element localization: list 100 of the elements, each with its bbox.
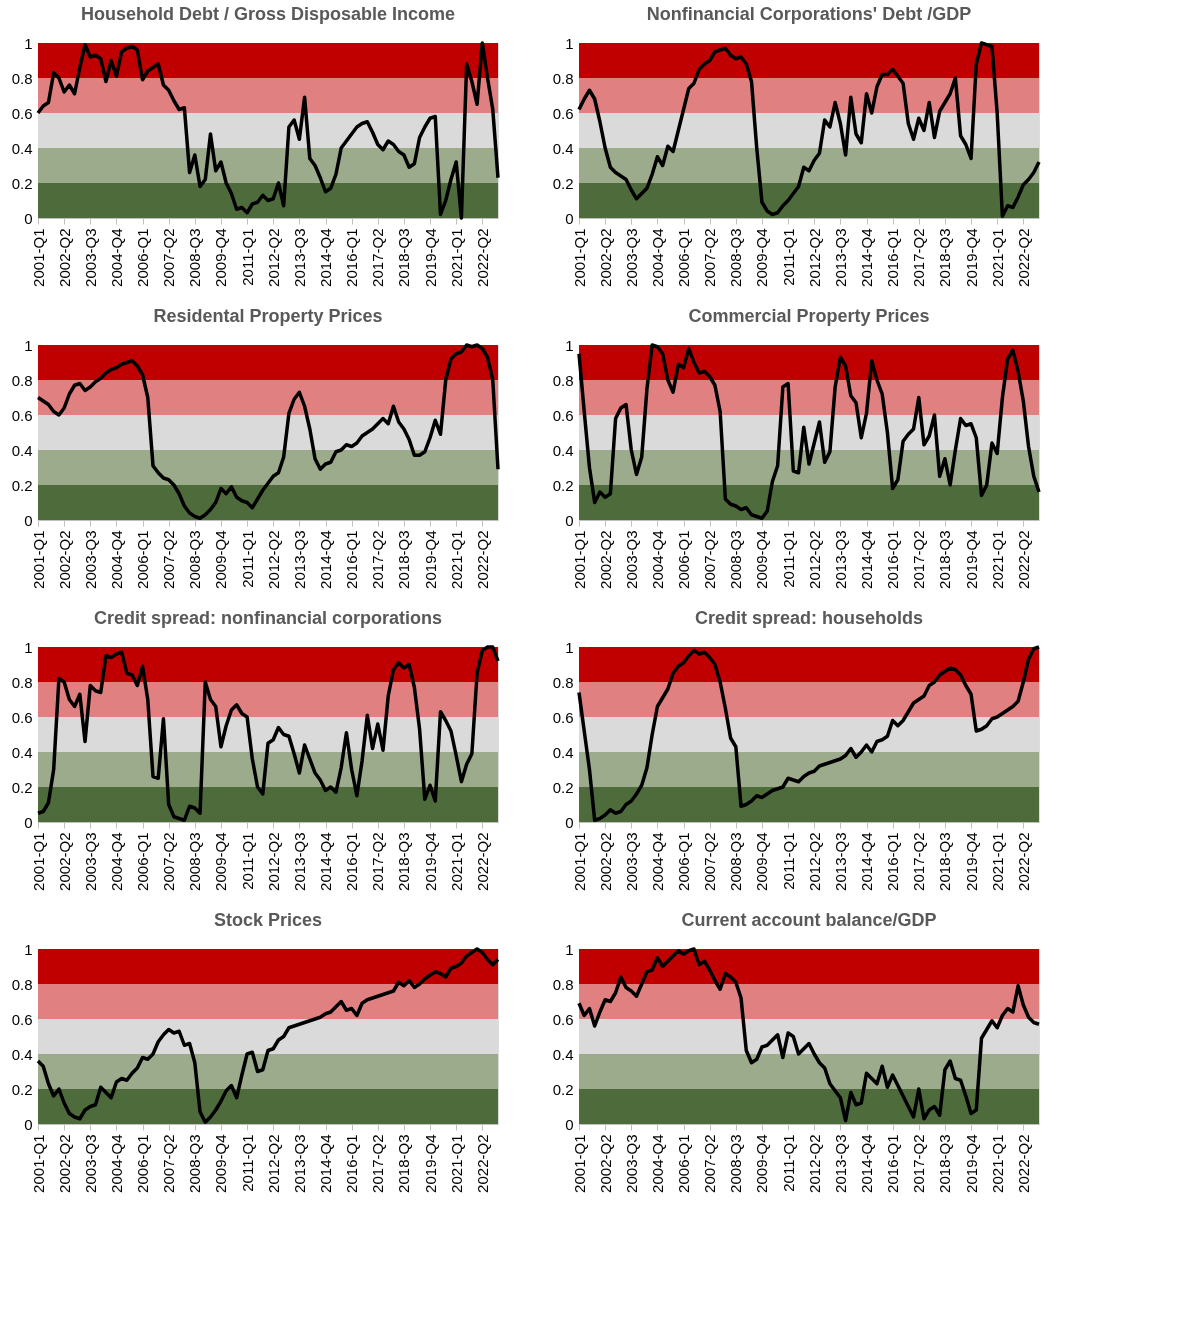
- y-tick-label: 0.2: [11, 476, 33, 494]
- y-tick-label: 0.4: [552, 743, 574, 761]
- y-tick-label: 0.6: [11, 1010, 33, 1028]
- x-tick-label: 2002-Q2: [55, 832, 73, 891]
- y-tick-label: 0.8: [11, 69, 33, 87]
- x-tick-label: 2017-Q2: [369, 1134, 387, 1193]
- x-tick-label: 2009-Q4: [753, 530, 771, 589]
- y-tick-label: 1: [565, 34, 574, 52]
- x-tick-label: 2007-Q2: [160, 228, 178, 287]
- x-tick-label: 2021-Q1: [988, 832, 1006, 891]
- x-tick-label: 2012-Q2: [805, 832, 823, 891]
- x-tick-label: 2016-Q1: [884, 228, 902, 287]
- x-tick-label: 2022-Q2: [1014, 1134, 1032, 1193]
- x-tick-label: 2016-Q1: [884, 1134, 902, 1193]
- x-tick-label: 2001-Q1: [29, 1134, 47, 1193]
- x-tick-label: 2022-Q2: [1014, 228, 1032, 287]
- x-tick-label: 2003-Q3: [81, 1134, 99, 1193]
- x-tick-label: 2014-Q4: [317, 832, 334, 891]
- x-tick-label: 2001-Q1: [570, 228, 588, 287]
- y-tick-label: 0: [565, 511, 574, 529]
- chart-title: Credit spread: nonfinancial corporations: [93, 608, 443, 628]
- x-tick-label: 2019-Q4: [421, 832, 439, 891]
- x-tick-label: 2012-Q2: [805, 228, 823, 287]
- x-tick-label: 2016-Q1: [343, 530, 361, 589]
- x-tick-label: 2007-Q2: [701, 228, 719, 287]
- x-tick-label: 2018-Q3: [936, 228, 954, 287]
- x-tick-label: 2002-Q2: [596, 1134, 614, 1193]
- x-tick-label: 2004-Q4: [648, 832, 666, 891]
- x-tick-label: 2019-Q4: [962, 832, 980, 891]
- x-tick-label: 2008-Q3: [727, 832, 745, 891]
- x-tick-label: 2013-Q3: [831, 530, 849, 589]
- x-tick-label: 2001-Q1: [570, 530, 588, 589]
- x-tick-label: 2021-Q1: [988, 228, 1006, 287]
- x-tick-label: 2001-Q1: [570, 832, 588, 891]
- chart-title: Credit spread: households: [694, 608, 924, 628]
- x-tick-label: 2017-Q2: [910, 530, 928, 589]
- x-tick-label: 2021-Q1: [447, 228, 465, 287]
- y-tick-label: 0.6: [11, 104, 33, 122]
- y-tick-label: 0.8: [552, 975, 574, 993]
- x-tick-label: 2007-Q2: [160, 530, 178, 589]
- x-tick-label: 2008-Q3: [186, 228, 204, 287]
- x-tick-label: 2017-Q2: [910, 832, 928, 891]
- x-tick-label: 2018-Q3: [936, 530, 954, 589]
- y-tick-label: 0.8: [11, 673, 33, 691]
- y-tick-label: 0: [565, 813, 574, 831]
- y-tick-label: 1: [565, 336, 574, 354]
- x-tick-label: 2001-Q1: [29, 530, 47, 589]
- y-tick-label: 0.8: [552, 673, 574, 691]
- x-tick-label: 2019-Q4: [421, 530, 439, 589]
- x-tick-label: 2002-Q2: [55, 530, 73, 589]
- y-tick-label: 0.2: [11, 1080, 33, 1098]
- x-tick-label: 2014-Q4: [858, 1134, 875, 1193]
- x-tick-label: 2022-Q2: [473, 1134, 491, 1193]
- y-tick-label: 0.4: [11, 743, 33, 761]
- x-tick-label: 2021-Q1: [447, 832, 465, 891]
- x-tick-label: 2007-Q2: [701, 530, 719, 589]
- x-tick-label: 2021-Q1: [988, 1134, 1006, 1193]
- y-tick-label: 0.6: [552, 104, 574, 122]
- x-tick-label: 2014-Q4: [858, 228, 875, 287]
- x-tick-label: 2007-Q2: [701, 832, 719, 891]
- x-tick-label: 2016-Q1: [343, 228, 361, 287]
- x-tick-label: 2017-Q2: [369, 530, 387, 589]
- x-tick-label: 2007-Q2: [160, 1134, 178, 1193]
- y-tick-label: 0.4: [552, 441, 574, 459]
- chart-title: Current account balance/GDP: [681, 910, 937, 930]
- x-tick-label: 2022-Q2: [473, 832, 491, 891]
- x-tick-label: 2006-Q1: [134, 228, 152, 287]
- x-tick-label: 2003-Q3: [81, 228, 99, 287]
- x-tick-label: 2018-Q3: [936, 1134, 954, 1193]
- y-tick-label: 0: [565, 1115, 574, 1133]
- y-tick-label: 0.4: [11, 441, 33, 459]
- x-tick-label: 2014-Q4: [317, 1134, 334, 1193]
- y-tick-label: 0.2: [552, 174, 574, 192]
- x-tick-label: 2019-Q4: [421, 1134, 439, 1193]
- x-tick-label: 2012-Q2: [264, 832, 282, 891]
- x-tick-label: 2011-Q1: [238, 1134, 256, 1192]
- x-tick-label: 2008-Q3: [727, 228, 745, 287]
- x-tick-label: 2011-Q1: [779, 832, 797, 890]
- y-tick-label: 1: [565, 638, 574, 656]
- y-tick-label: 0.6: [552, 708, 574, 726]
- x-tick-label: 2012-Q2: [264, 228, 282, 287]
- x-tick-label: 2004-Q4: [648, 530, 666, 589]
- y-tick-label: 0.4: [552, 1045, 574, 1063]
- y-tick-label: 0.8: [11, 975, 33, 993]
- x-tick-label: 2008-Q3: [186, 530, 204, 589]
- y-tick-label: 1: [24, 336, 33, 354]
- x-tick-label: 2013-Q3: [290, 832, 308, 891]
- y-tick-label: 0.4: [552, 139, 574, 157]
- x-tick-label: 2013-Q3: [290, 530, 308, 589]
- x-tick-label: 2011-Q1: [238, 832, 256, 890]
- x-tick-label: 2012-Q2: [264, 1134, 282, 1193]
- x-tick-label: 2003-Q3: [81, 832, 99, 891]
- x-tick-label: 2018-Q3: [395, 530, 413, 589]
- x-tick-label: 2003-Q3: [622, 832, 640, 891]
- x-tick-label: 2008-Q3: [186, 832, 204, 891]
- x-tick-label: 2013-Q3: [831, 1134, 849, 1193]
- x-tick-label: 2008-Q3: [186, 1134, 204, 1193]
- x-tick-label: 2009-Q4: [212, 228, 230, 287]
- x-tick-label: 2018-Q3: [395, 832, 413, 891]
- x-tick-label: 2006-Q1: [675, 1134, 693, 1193]
